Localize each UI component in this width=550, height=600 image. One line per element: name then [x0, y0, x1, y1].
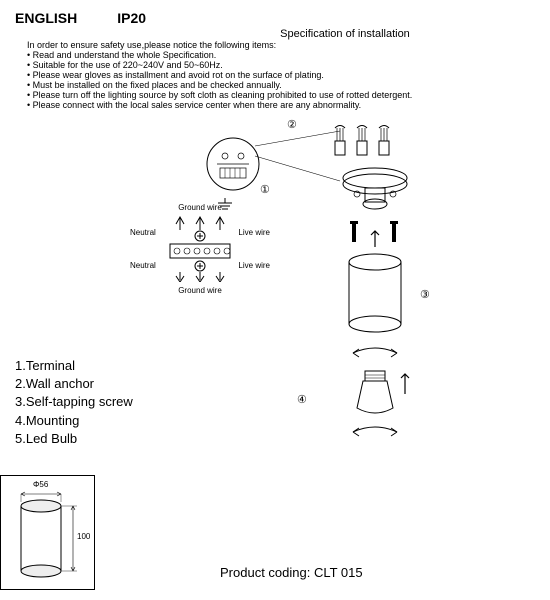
screws-icon — [335, 219, 415, 249]
step-2-label: ② — [287, 118, 297, 131]
bullet-item: Suitable for the use of 220~240V and 50~… — [27, 60, 535, 70]
ground-label-2: Ground wire — [130, 286, 270, 295]
live-1: Live wire — [238, 228, 270, 237]
assembly-column: ② — [315, 118, 435, 448]
led-bulb-icon — [335, 366, 415, 421]
ground-label: Ground wire — [130, 203, 270, 212]
part-3: 3.Self-tapping screw — [15, 393, 133, 411]
spec-title: Specification of installation — [155, 28, 535, 40]
rotate-arrows-icon-2 — [335, 424, 415, 442]
bullet-item: Please turn off the lighting source by s… — [27, 90, 535, 100]
step-3-label: ③ — [420, 288, 430, 301]
bullet-item: Please connect with the local sales serv… — [27, 100, 535, 110]
step-4-label: ④ — [297, 393, 307, 406]
part-1: 1.Terminal — [15, 357, 133, 375]
bullet-item: Please wear gloves as installment and av… — [27, 70, 535, 80]
height-label: 100 — [77, 532, 90, 541]
parts-list: 1.Terminal 2.Wall anchor 3.Self-tapping … — [15, 357, 133, 448]
ip-rating: IP20 — [117, 10, 146, 26]
rotate-arrows-icon — [335, 345, 415, 363]
neutral-1: Neutral — [130, 228, 156, 237]
wiring-diagram: Ground wire — [130, 203, 270, 295]
mounting-plate-icon — [335, 166, 415, 216]
diagram-area: ① Ground wire — [15, 118, 535, 448]
dimension-drawing: Φ56 100 — [0, 475, 95, 590]
bullets-list: Read and understand the whole Specificat… — [27, 50, 535, 110]
part-5: 5.Led Bulb — [15, 430, 133, 448]
bullet-item: Read and understand the whole Specificat… — [27, 50, 535, 60]
product-code: Product coding: CLT 015 — [220, 565, 363, 580]
cylinder-body-icon — [335, 252, 415, 342]
part-4: 4.Mounting — [15, 412, 133, 430]
step-1-label: ① — [260, 183, 270, 196]
bullet-item: Must be installed on the fixed places an… — [27, 80, 535, 90]
wall-anchors-icon — [315, 118, 435, 163]
diameter-label: Φ56 — [33, 480, 48, 489]
live-2: Live wire — [238, 261, 270, 270]
neutral-2: Neutral — [130, 261, 156, 270]
intro-text: In order to ensure safety use,please not… — [27, 40, 535, 50]
language-label: ENGLISH — [15, 10, 77, 26]
part-2: 2.Wall anchor — [15, 375, 133, 393]
header-row: ENGLISH IP20 — [15, 10, 535, 26]
